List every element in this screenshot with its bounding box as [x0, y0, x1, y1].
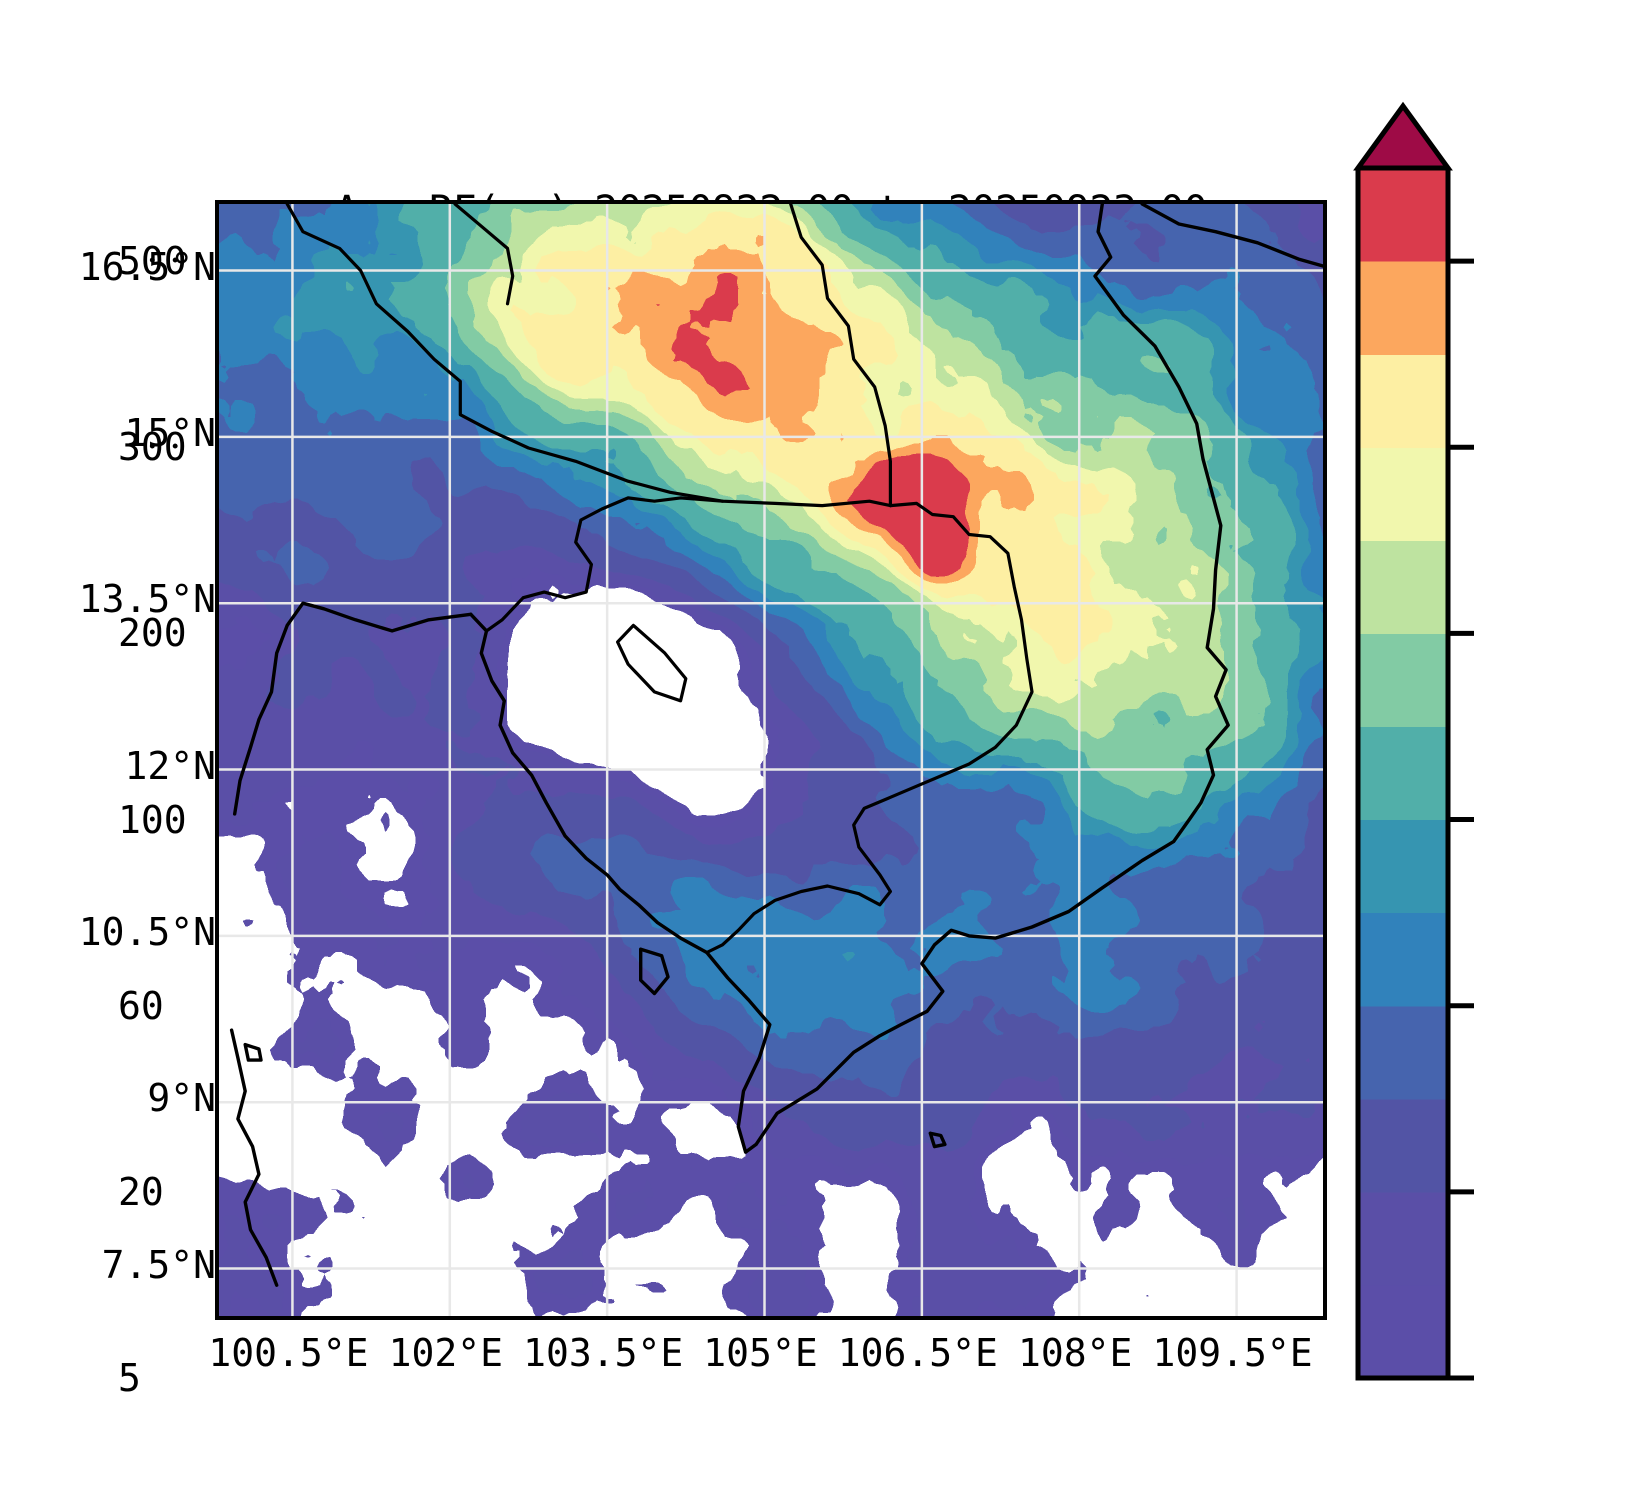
y-axis-tick-label: 12°N — [124, 744, 216, 788]
colorbar — [1352, 90, 1650, 1390]
rainfall-contour-map — [219, 204, 1327, 1320]
map-plot-area — [215, 200, 1327, 1320]
colorbar-tick-label: 200 — [118, 611, 187, 655]
colorbar-tick-label: 100 — [118, 798, 187, 842]
colorbar-tick-label: 500 — [118, 239, 187, 283]
colorbar-tick-label: 60 — [118, 984, 164, 1028]
x-axis-tick-label: 100.5°E — [208, 1331, 368, 1375]
y-axis-tick-label: 9°N — [147, 1076, 216, 1120]
x-axis-tick-label: 102°E — [389, 1331, 503, 1375]
y-axis-tick-label: 10.5°N — [79, 910, 216, 954]
x-axis-tick-label: 103.5°E — [523, 1331, 683, 1375]
x-axis-tick-label: 105°E — [703, 1331, 817, 1375]
x-axis-tick-label: 109.5°E — [1153, 1331, 1313, 1375]
colorbar-tick-label: 20 — [118, 1170, 164, 1214]
colorbar-tick-label: 300 — [118, 425, 187, 469]
colorbar-gradient — [1352, 90, 1650, 1390]
y-axis-tick-label: 7.5°N — [102, 1243, 216, 1287]
x-axis-tick-label: 106.5°E — [838, 1331, 998, 1375]
colorbar-tick-label: 5 — [118, 1356, 141, 1400]
x-axis-tick-label: 108°E — [1018, 1331, 1132, 1375]
